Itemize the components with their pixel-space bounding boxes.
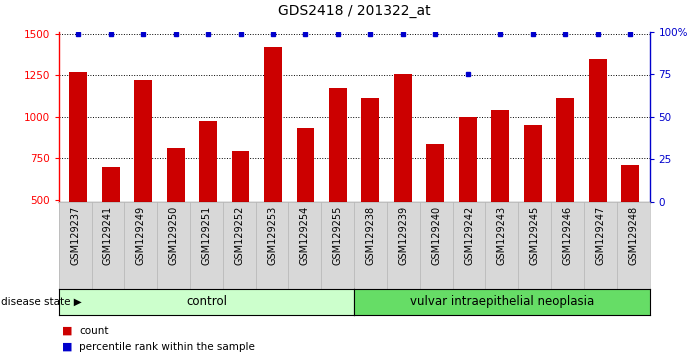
Text: GSM129238: GSM129238 — [366, 206, 375, 265]
Text: percentile rank within the sample: percentile rank within the sample — [79, 342, 256, 352]
Bar — [459, 117, 477, 284]
Bar — [589, 58, 607, 284]
Bar — [231, 151, 249, 284]
Bar — [199, 121, 217, 284]
Text: GSM129247: GSM129247 — [596, 206, 605, 266]
Bar — [329, 88, 347, 284]
Text: GSM129241: GSM129241 — [103, 206, 113, 265]
Text: disease state ▶: disease state ▶ — [1, 297, 82, 307]
Text: GSM129253: GSM129253 — [267, 206, 277, 266]
Text: count: count — [79, 326, 109, 336]
Bar — [621, 165, 639, 284]
Text: GSM129250: GSM129250 — [169, 206, 178, 266]
Text: ■: ■ — [62, 326, 73, 336]
Bar — [296, 129, 314, 284]
Text: vulvar intraepithelial neoplasia: vulvar intraepithelial neoplasia — [410, 295, 594, 308]
Text: GSM129239: GSM129239 — [399, 206, 408, 265]
Bar — [556, 98, 574, 284]
Text: GSM129254: GSM129254 — [300, 206, 310, 266]
Bar — [102, 167, 120, 284]
Text: GSM129246: GSM129246 — [562, 206, 572, 265]
Text: GSM129251: GSM129251 — [202, 206, 211, 266]
Text: GSM129242: GSM129242 — [464, 206, 474, 266]
Bar — [394, 74, 412, 284]
Bar — [426, 144, 444, 284]
Bar — [264, 47, 282, 284]
Bar — [134, 80, 152, 284]
Text: control: control — [186, 295, 227, 308]
Bar — [491, 110, 509, 284]
Bar — [524, 125, 542, 284]
Text: GSM129249: GSM129249 — [136, 206, 146, 265]
Bar — [167, 148, 184, 284]
Text: GSM129252: GSM129252 — [234, 206, 244, 266]
Text: GSM129240: GSM129240 — [431, 206, 441, 265]
Bar — [69, 72, 87, 284]
Text: GDS2418 / 201322_at: GDS2418 / 201322_at — [278, 4, 430, 18]
Text: GSM129243: GSM129243 — [497, 206, 507, 265]
Text: GSM129255: GSM129255 — [333, 206, 343, 266]
Text: ■: ■ — [62, 342, 73, 352]
Text: GSM129248: GSM129248 — [628, 206, 638, 265]
Bar — [361, 98, 379, 284]
Text: GSM129237: GSM129237 — [70, 206, 80, 266]
Text: GSM129245: GSM129245 — [530, 206, 540, 266]
